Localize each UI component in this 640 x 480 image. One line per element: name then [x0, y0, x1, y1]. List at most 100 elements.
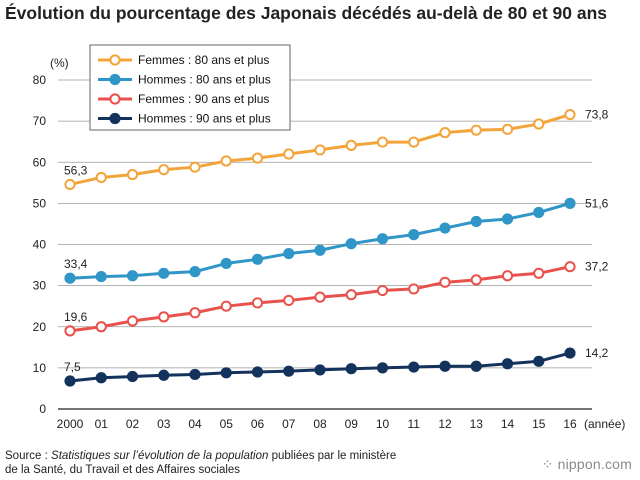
data-point	[376, 284, 389, 297]
x-tick-label: 02	[126, 417, 140, 431]
data-point	[283, 365, 295, 377]
data-point	[251, 152, 264, 164]
data-point	[345, 363, 357, 375]
brand-name: nippon.com	[557, 456, 632, 472]
data-point	[251, 253, 264, 265]
data-point	[408, 229, 420, 241]
data-point	[64, 272, 76, 284]
data-point	[283, 247, 295, 260]
y-tick-label: 0	[39, 402, 46, 416]
y-tick-label: 20	[33, 320, 47, 334]
series-group	[64, 108, 576, 387]
data-point	[439, 127, 451, 139]
data-point	[95, 321, 107, 333]
data-point	[470, 215, 482, 228]
data-point	[501, 123, 514, 135]
source-note: Source : Statistiques sur l’évolution de…	[5, 449, 505, 477]
x-tick-label: 2000	[57, 417, 84, 431]
x-tick-label: 03	[157, 417, 171, 431]
data-point	[501, 213, 514, 225]
y-axis: 0 10 20 30 40 50 60 70 80(%)	[33, 56, 69, 416]
data-point	[564, 108, 576, 121]
data-point	[376, 233, 389, 245]
data-point	[314, 244, 326, 256]
data-point	[251, 366, 264, 378]
chart-title: Évolution du pourcentage des Japonais dé…	[5, 3, 607, 23]
legend-entry: Femmes : 90 ans et plus	[138, 92, 269, 106]
legend-swatch-marker	[109, 112, 121, 125]
start-value-label: 33,4	[64, 257, 88, 271]
data-point	[64, 178, 76, 191]
data-point	[95, 372, 107, 384]
x-tick-label: 05	[220, 417, 234, 431]
data-point	[314, 364, 326, 376]
data-point	[501, 358, 514, 370]
data-point	[220, 367, 232, 379]
data-point	[439, 276, 451, 288]
data-point	[126, 315, 139, 327]
data-point	[408, 136, 420, 148]
y-tick-label: 10	[33, 361, 47, 375]
data-point	[126, 168, 139, 181]
y-axis-unit: (%)	[50, 56, 69, 70]
x-tick-label: 15	[532, 417, 546, 431]
data-point	[564, 347, 576, 359]
data-point	[533, 206, 545, 219]
data-point	[345, 238, 357, 250]
x-tick-label: 07	[282, 417, 296, 431]
data-point	[189, 266, 201, 278]
start-value-label: 19,6	[64, 310, 88, 324]
data-point	[345, 289, 357, 301]
legend-swatch-marker	[109, 54, 121, 66]
source-prefix: Source :	[5, 450, 52, 462]
data-point	[470, 274, 482, 286]
data-point	[564, 261, 576, 273]
legend-swatch-marker	[109, 73, 121, 86]
data-point	[64, 375, 76, 387]
y-tick-label: 60	[33, 155, 47, 169]
data-point	[64, 325, 76, 337]
data-point	[470, 360, 482, 372]
source-line2: de la Santé, du Travail et des Affaires …	[5, 464, 241, 476]
data-point	[408, 361, 420, 373]
x-tick-label: 12	[438, 417, 452, 431]
data-point	[376, 362, 389, 374]
x-tick-label: 14	[501, 417, 515, 431]
data-point	[283, 148, 295, 160]
end-value-label: 73,8	[585, 108, 609, 122]
end-value-label: 37,2	[585, 260, 609, 274]
legend: Femmes : 80 ans et plus Hommes : 80 ans e…	[89, 44, 291, 131]
data-point	[283, 294, 295, 307]
y-tick-label: 80	[33, 73, 47, 87]
end-value-label: 51,6	[585, 196, 609, 210]
data-point	[345, 139, 357, 151]
source-title: Statistiques sur l’évolution de la popul…	[51, 450, 269, 462]
data-point	[251, 297, 264, 309]
data-point	[533, 355, 545, 367]
data-point	[126, 370, 139, 383]
data-point	[439, 222, 451, 234]
x-axis: 2000 01 02 03 04 05 06 07 08 09 10 11 12 13 14 15 16 (ann…	[57, 417, 626, 431]
y-tick-label: 30	[33, 279, 47, 293]
nippon-dot-icon: ⁘	[541, 456, 554, 472]
x-tick-label: 10	[376, 417, 390, 431]
data-point	[220, 257, 232, 270]
data-point	[220, 300, 232, 312]
data-point	[126, 270, 139, 282]
x-tick-label: 06	[251, 417, 265, 431]
y-tick-label: 40	[33, 238, 47, 252]
start-value-label: 7,5	[64, 360, 81, 374]
data-point	[533, 267, 545, 279]
data-point	[564, 197, 576, 209]
x-tick-label: 13	[470, 417, 484, 431]
data-point	[533, 118, 545, 130]
legend-swatch-marker	[109, 93, 121, 105]
x-tick-label: 01	[95, 417, 109, 431]
data-point	[408, 283, 420, 295]
x-tick-label: 11	[408, 417, 421, 431]
data-point	[189, 161, 201, 173]
legend-entry: Hommes : 90 ans et plus	[138, 112, 271, 126]
data-point	[158, 369, 170, 381]
data-point	[158, 267, 170, 279]
